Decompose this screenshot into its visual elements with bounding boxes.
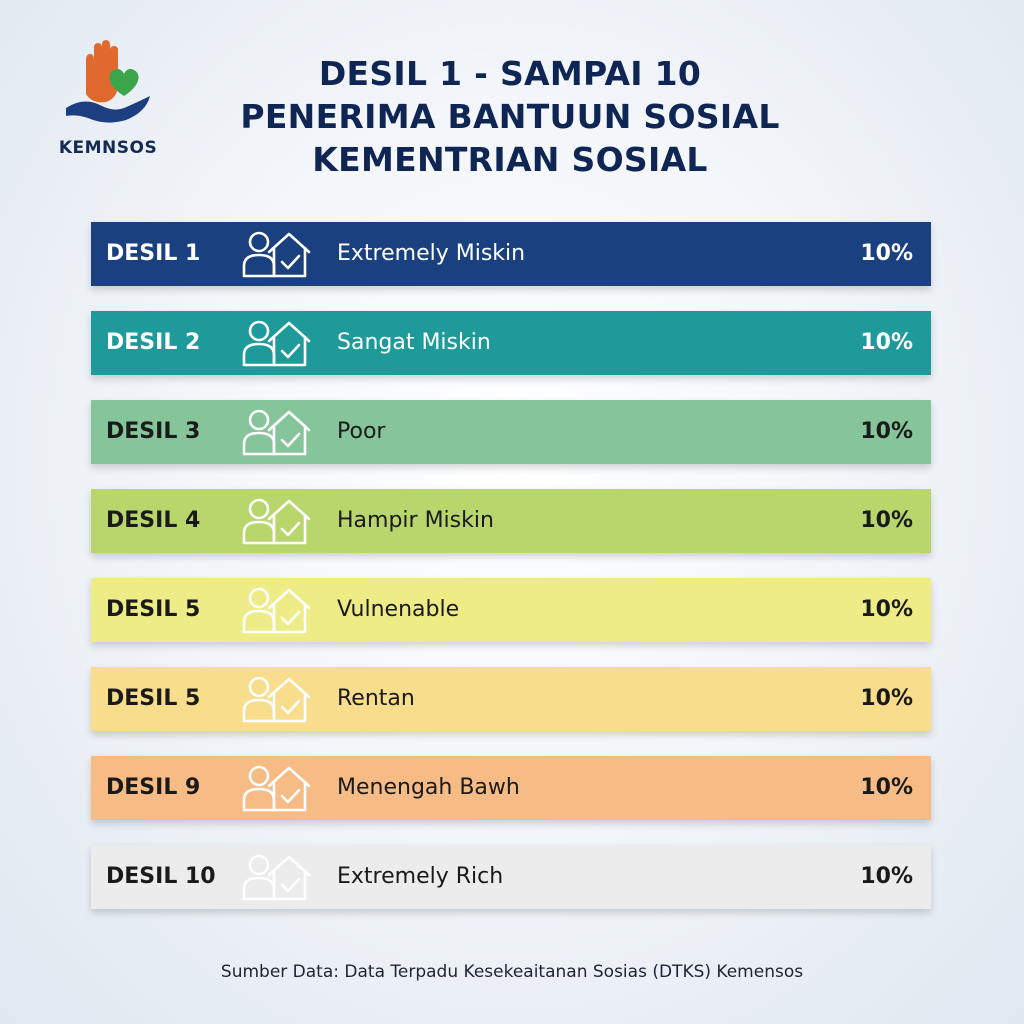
kemensos-logo: KEMNSOS (58, 38, 158, 163)
person-house-check-icon (242, 409, 311, 456)
decile-row: DESIL 4 Hampir Miskin 10% (91, 489, 931, 553)
decile-row: DESIL 5 Vulnenable 10% (91, 578, 931, 642)
decile-row: DESIL 2 Sangat Miskin 10% (91, 311, 931, 375)
person-house-check-icon (242, 765, 311, 812)
decile-description: Hampir Miskin (337, 508, 494, 533)
decile-percent: 10% (860, 508, 913, 533)
decile-description: Vulnenable (337, 597, 460, 622)
decile-description: Rentan (337, 686, 415, 711)
decile-percent: 10% (860, 775, 913, 800)
decile-percent: 10% (860, 864, 913, 889)
title-line-1: DESIL 1 - SAMPAI 10 (318, 54, 702, 93)
decile-label: DESIL 1 (106, 241, 201, 266)
decile-label: DESIL 5 (106, 597, 201, 622)
person-house-check-icon (242, 676, 311, 723)
decile-row: DESIL 9 Menengah Bawh 10% (91, 756, 931, 820)
decile-label: DESIL 9 (106, 775, 201, 800)
decile-description: Poor (337, 419, 386, 444)
decile-label: DESIL 4 (106, 508, 201, 533)
decile-description: Extremely Rich (337, 864, 504, 889)
person-house-check-icon (242, 320, 311, 367)
person-house-check-icon (242, 854, 311, 901)
decile-description: Extremely Miskin (337, 241, 526, 266)
decile-label: DESIL 3 (106, 419, 201, 444)
decile-label: DESIL 2 (106, 330, 201, 355)
decile-row: DESIL 5 Rentan 10% (91, 667, 931, 731)
decile-label: DESIL 10 (106, 864, 216, 889)
decile-percent: 10% (860, 241, 913, 266)
decile-description: Sangat Miskin (337, 330, 491, 355)
title-line-3: KEMENTRIAN SOSIAL (312, 140, 708, 179)
decile-percent: 10% (860, 686, 913, 711)
person-house-check-icon (242, 498, 311, 545)
hand-heart-logo-icon (66, 40, 150, 123)
person-house-check-icon (242, 231, 311, 278)
source-note: Sumber Data: Data Terpadu Kesekeaitanan … (220, 962, 804, 982)
decile-list: DESIL 1 Extremely Miskin 10% DESIL 2 San… (91, 222, 931, 934)
title-line-2: PENERIMA BANTUUN SOSIAL (240, 97, 780, 136)
decile-row: DESIL 3 Poor 10% (91, 400, 931, 464)
decile-percent: 10% (860, 330, 913, 355)
decile-row: DESIL 10 Extremely Rich 10% (91, 845, 931, 909)
decile-percent: 10% (860, 419, 913, 444)
person-house-check-icon (242, 587, 311, 634)
decile-description: Menengah Bawh (337, 775, 520, 800)
page-title: DESIL 1 - SAMPAI 10 PENERIMA BANTUUN SOS… (180, 52, 840, 181)
logo-text: KEMNSOS (58, 138, 158, 158)
decile-row: DESIL 1 Extremely Miskin 10% (91, 222, 931, 286)
decile-label: DESIL 5 (106, 686, 201, 711)
decile-percent: 10% (860, 597, 913, 622)
